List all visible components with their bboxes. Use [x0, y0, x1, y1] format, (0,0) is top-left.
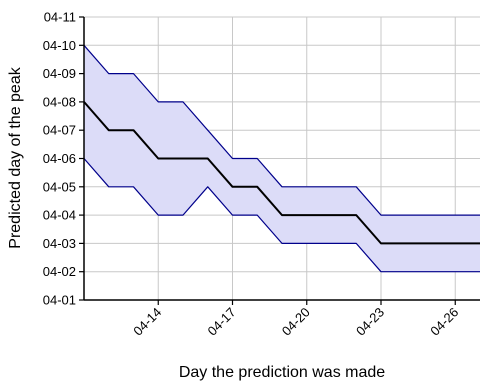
x-tick-label: 04-26	[427, 305, 461, 339]
y-tick-label: 04-08	[43, 94, 76, 109]
x-ticks: 04-14 04-17 04-20 04-23 04-26	[130, 300, 461, 339]
y-axis-label: Predicted day of the peak	[7, 66, 24, 248]
y-tick-label: 04-10	[43, 38, 76, 53]
y-tick-label: 04-01	[43, 293, 76, 308]
y-tick-label: 04-04	[43, 208, 76, 223]
series-lines	[83, 44, 480, 273]
y-tick-label: 04-05	[43, 179, 76, 194]
y-tick-label: 04-07	[43, 123, 76, 138]
x-tick-label: 04-14	[130, 305, 164, 339]
x-tick-label: 04-23	[353, 305, 387, 339]
x-axis-label: Day the prediction was made	[179, 364, 385, 381]
y-tick-label: 04-11	[44, 10, 76, 25]
lower-bound-line	[83, 158, 480, 273]
upper-bound-line	[83, 44, 480, 216]
prediction-line	[83, 101, 480, 245]
x-tick-label: 04-17	[205, 305, 239, 339]
y-tick-label: 04-03	[43, 236, 76, 251]
x-tick-label: 04-20	[279, 305, 313, 339]
y-ticks: 04-01 04-02 04-03 04-04 04-05 04-06 04-07 04-08…	[43, 10, 84, 308]
y-tick-label: 04-06	[43, 151, 76, 166]
y-tick-label: 04-02	[43, 264, 76, 279]
y-tick-label: 04-09	[43, 66, 76, 81]
